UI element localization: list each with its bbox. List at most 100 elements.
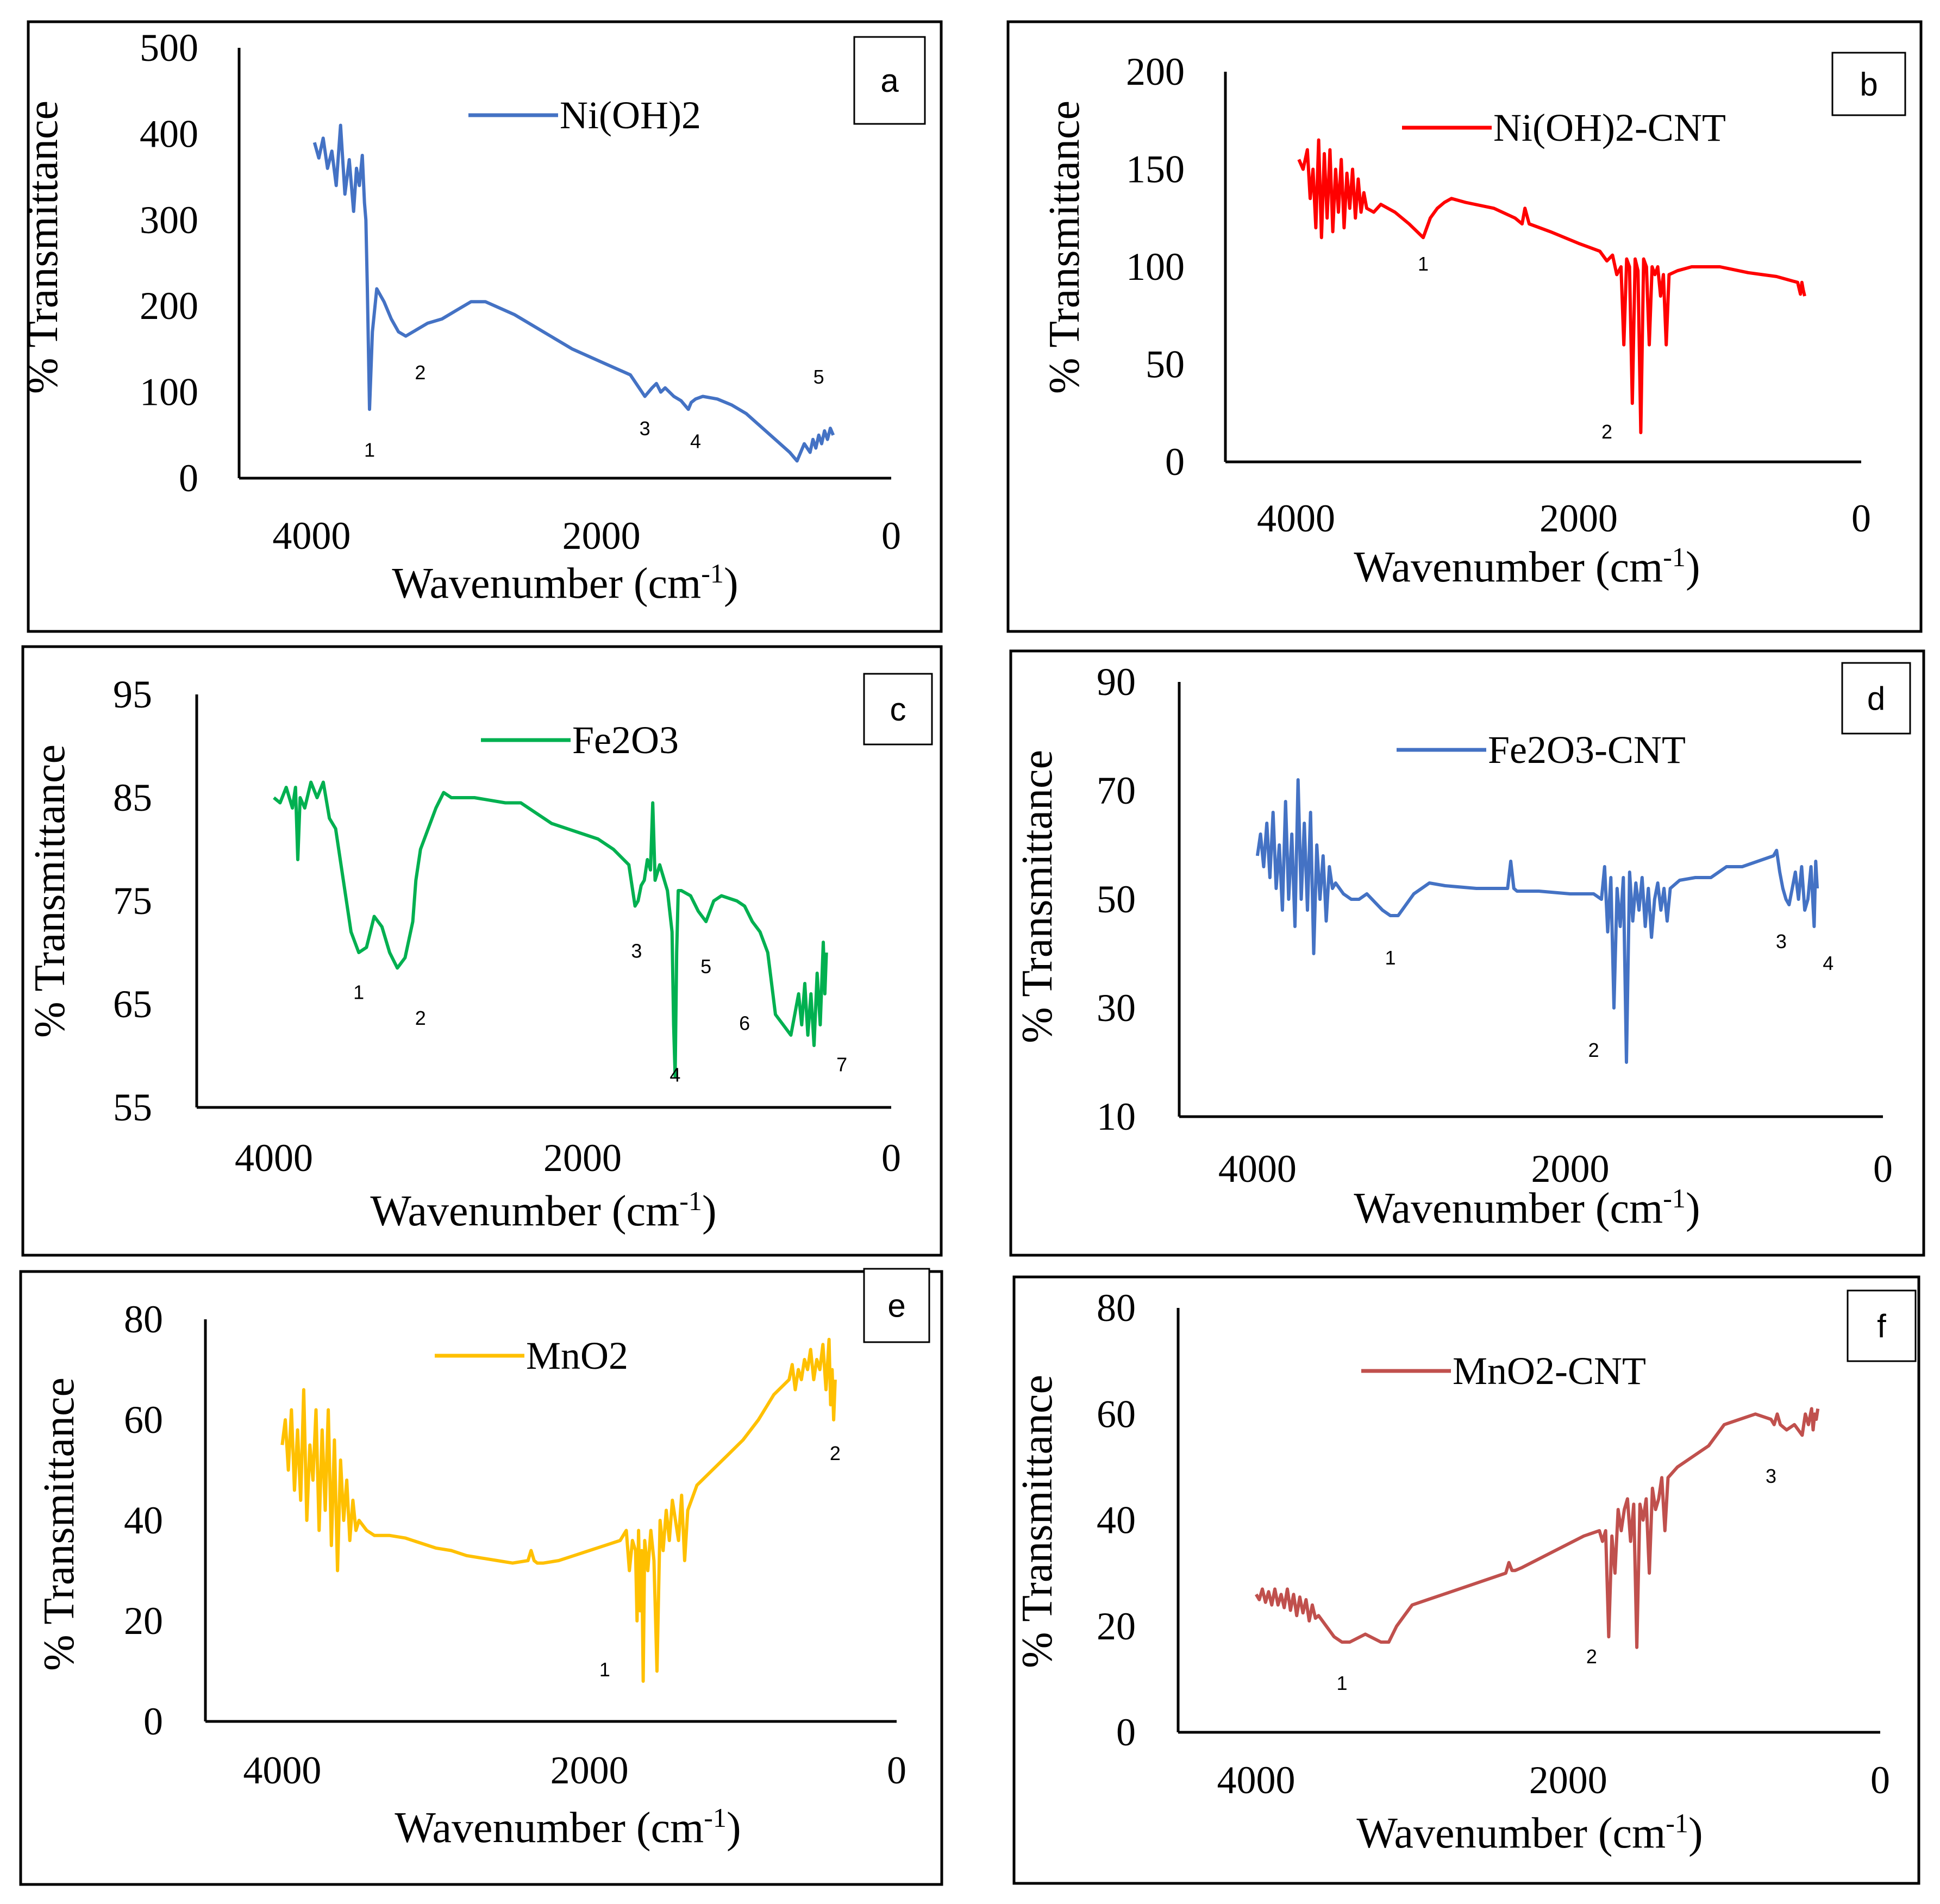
y-tick-label: 40 <box>1097 1499 1136 1542</box>
series-line-Ni(OH)2-CNT <box>1297 138 1806 435</box>
y-tick-label: 85 <box>113 776 152 819</box>
panel-letter: b <box>1860 66 1878 103</box>
legend-label: Fe2O3-CNT <box>1488 728 1686 772</box>
panel-letter: d <box>1867 680 1885 717</box>
y-tick-label: 100 <box>140 371 198 414</box>
y-tick-label: 60 <box>1097 1392 1136 1436</box>
legend-label: MnO2-CNT <box>1453 1349 1646 1393</box>
y-tick-label: 300 <box>140 198 198 242</box>
x-tick-label: 0 <box>887 1749 906 1792</box>
peak-label: 3 <box>631 940 642 962</box>
y-axis-title: % Transmittance <box>19 101 67 394</box>
y-tick-label: 75 <box>113 879 152 923</box>
y-tick-label: 65 <box>113 982 152 1026</box>
peak-label: 2 <box>1586 1645 1597 1668</box>
peak-label: 3 <box>1766 1465 1776 1487</box>
panel-a: 0 100 200 300 400 500 4000 2000 0 Wavenumber (cm-… <box>19 20 943 633</box>
panel-letter-box <box>1847 1289 1917 1362</box>
panel-frame <box>21 645 943 1257</box>
x-tick-label: 2000 <box>1540 497 1618 540</box>
legend-label: Ni(OH)2 <box>560 93 701 137</box>
y-tick-label: 80 <box>1097 1286 1136 1330</box>
y-tick-label: 50 <box>1146 343 1185 386</box>
x-axis-title: Wavenumber (cm-1) <box>1354 542 1700 591</box>
y-tick-label: 400 <box>140 112 198 155</box>
x-axis-title: Wavenumber (cm-1) <box>1354 1183 1700 1232</box>
y-axis-title: % Transmittance <box>35 1377 83 1671</box>
peak-label: 1 <box>599 1658 610 1681</box>
legend-label: Fe2O3 <box>572 718 679 762</box>
y-tick-label: 40 <box>124 1499 163 1542</box>
x-tick-label: 4000 <box>1257 497 1335 540</box>
peak-label: 4 <box>669 1064 680 1086</box>
y-tick-label: 60 <box>124 1398 163 1442</box>
x-tick-label: 2000 <box>562 514 641 558</box>
panel-frame <box>27 20 943 633</box>
peak-label: 2 <box>830 1442 841 1464</box>
series-line-Fe2O3 <box>273 780 828 1078</box>
peak-label: 1 <box>1385 947 1395 969</box>
x-axis-title: Wavenumber (cm-1) <box>370 1186 716 1235</box>
y-tick-label: 50 <box>1097 878 1136 921</box>
panel-frame <box>1009 649 1925 1257</box>
panel-letter: c <box>890 691 906 728</box>
x-tick-label: 2000 <box>543 1136 622 1180</box>
y-tick-label: 200 <box>1126 50 1185 93</box>
x-tick-label: 0 <box>1870 1758 1890 1802</box>
peak-label: 2 <box>415 361 425 384</box>
x-tick-label: 4000 <box>272 514 351 558</box>
panel-letter-box <box>853 36 926 125</box>
y-axis-title: % Transmittance <box>1013 1375 1061 1668</box>
y-tick-label: 20 <box>124 1599 163 1643</box>
panel-frame <box>1006 20 1923 633</box>
peak-label: 5 <box>700 955 711 978</box>
y-axis-title: % Transmittance <box>26 744 74 1038</box>
panel-letter-box <box>863 1268 930 1343</box>
x-axis-title: Wavenumber (cm-1) <box>392 558 738 607</box>
panel-f: 0 20 40 60 80 4000 2000 0 Wavenumber (cm-1) % Tra… <box>1012 1275 1920 1885</box>
y-tick-label: 100 <box>1126 245 1185 289</box>
x-tick-label: 4000 <box>235 1136 313 1180</box>
y-tick-label: 30 <box>1097 986 1136 1030</box>
peak-label: 3 <box>1776 930 1787 953</box>
x-tick-label: 2000 <box>550 1749 629 1792</box>
peak-label: 1 <box>364 439 375 461</box>
peak-label: 4 <box>690 430 701 453</box>
peak-label: 2 <box>1588 1039 1599 1061</box>
y-axis-title: % Transmittance <box>1041 101 1088 394</box>
peak-label: 7 <box>836 1054 847 1076</box>
y-tick-label: 0 <box>1116 1711 1136 1754</box>
y-tick-label: 80 <box>124 1298 163 1341</box>
peak-label: 6 <box>739 1012 750 1035</box>
y-tick-label: 20 <box>1097 1605 1136 1648</box>
y-tick-label: 500 <box>140 26 198 70</box>
y-tick-label: 70 <box>1097 769 1136 812</box>
y-tick-label: 95 <box>113 673 152 716</box>
series-line-MnO2-CNT <box>1255 1407 1820 1649</box>
panel-letter: e <box>887 1288 905 1324</box>
x-tick-label: 0 <box>881 1136 901 1180</box>
peak-label: 2 <box>415 1007 426 1029</box>
series-line-Fe2O3-CNT <box>1255 778 1819 1064</box>
legend-label: Ni(OH)2-CNT <box>1493 106 1726 149</box>
x-tick-label: 2000 <box>1531 1147 1609 1191</box>
y-tick-label: 0 <box>1165 440 1185 484</box>
series-line-MnO2 <box>280 1338 837 1683</box>
peak-label: 3 <box>640 417 650 440</box>
x-tick-label: 0 <box>1851 497 1871 540</box>
panel-e: 0 20 40 60 80 4000 2000 0 Wavenumber (cm-1) % Tra… <box>19 1268 943 1886</box>
panel-letter: a <box>880 62 899 99</box>
x-tick-label: 4000 <box>1217 1758 1296 1802</box>
legend-label: MnO2 <box>526 1334 628 1377</box>
x-axis-title: Wavenumber (cm-1) <box>395 1802 741 1852</box>
y-tick-label: 150 <box>1126 148 1185 191</box>
peak-label: 1 <box>353 981 364 1004</box>
x-tick-label: 4000 <box>1218 1147 1297 1191</box>
series-line-Ni(OH)2 <box>312 123 835 463</box>
x-tick-label: 4000 <box>243 1749 321 1792</box>
panel-letter: f <box>1877 1308 1886 1344</box>
y-axis-title: % Transmittance <box>1013 750 1061 1043</box>
x-tick-label: 2000 <box>1529 1758 1607 1802</box>
